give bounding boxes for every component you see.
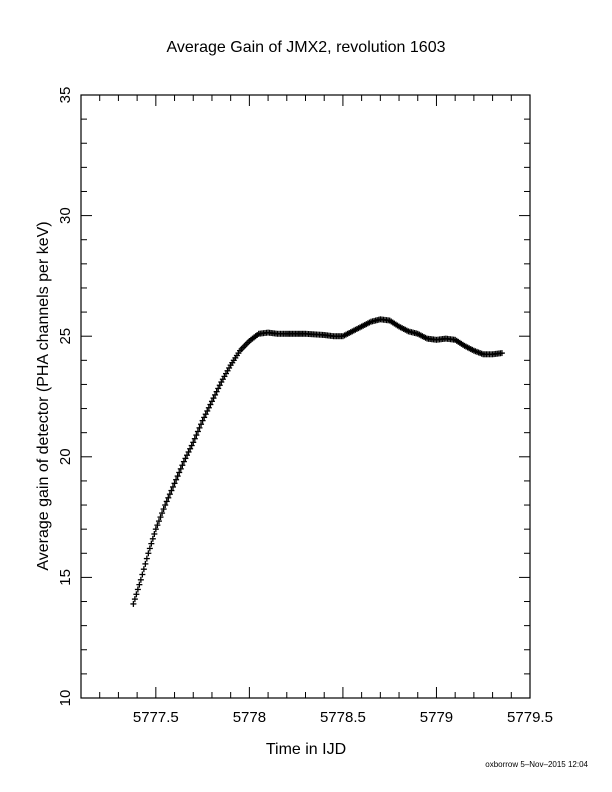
data-point [152, 526, 159, 533]
data-point [199, 417, 206, 424]
data-point [137, 576, 144, 583]
x-tick-label: 5779.5 [507, 709, 553, 726]
data-point [143, 555, 150, 562]
x-tick-label: 5778 [233, 709, 266, 726]
data-point [212, 391, 219, 398]
plot-frame [80, 94, 531, 699]
data-point [210, 395, 217, 402]
data-point [169, 483, 176, 490]
data-point [208, 398, 215, 405]
y-tick-label: 35 [57, 87, 74, 104]
data-point [207, 401, 214, 408]
data-point [163, 498, 170, 505]
data-point [202, 411, 209, 418]
data-point [168, 487, 175, 494]
data-point [185, 448, 192, 455]
data-point [190, 439, 197, 446]
y-tick-labels: 10 15 20 25 30 35 [57, 87, 74, 707]
y-tick-label: 25 [57, 328, 74, 345]
data-points [130, 316, 505, 607]
data-point [148, 540, 155, 547]
data-point [215, 385, 222, 392]
data-point [146, 545, 153, 552]
data-point [176, 469, 183, 476]
data-point [133, 591, 140, 598]
data-point [160, 506, 167, 513]
data-point [130, 600, 137, 607]
data-point [179, 462, 186, 469]
chart-title: Average Gain of JMX2, revolution 1603 [167, 39, 446, 56]
data-point [188, 442, 195, 449]
axis-ticks [81, 95, 531, 698]
data-point [155, 518, 162, 525]
data-point [191, 435, 198, 442]
data-point [165, 494, 172, 501]
data-point [145, 550, 152, 557]
data-point [131, 596, 138, 603]
data-point [162, 502, 169, 509]
data-point [139, 571, 146, 578]
data-point [151, 530, 158, 537]
data-point [204, 407, 211, 414]
data-point [205, 404, 212, 411]
data-point [213, 388, 220, 395]
x-axis-label: Time in IJD [266, 741, 346, 758]
y-tick-label: 10 [57, 690, 74, 707]
x-tick-label: 5778.5 [320, 709, 366, 726]
data-point [194, 428, 201, 435]
data-point [198, 421, 205, 428]
data-point [166, 491, 173, 498]
x-tick-label: 5779 [420, 709, 453, 726]
data-point [140, 566, 147, 573]
data-point [154, 522, 161, 529]
data-point [193, 432, 200, 439]
data-point [159, 510, 166, 517]
data-point [134, 586, 141, 593]
y-axis-label: Average gain of detector (PHA channels p… [35, 221, 52, 570]
y-tick-label: 15 [57, 569, 74, 586]
data-point [171, 480, 178, 487]
data-point [187, 445, 194, 452]
data-point [182, 455, 189, 462]
data-point [498, 350, 505, 357]
data-point [173, 476, 180, 483]
footer-stamp: oxborrow 5–Nov–2015 12:04 [485, 760, 588, 769]
data-point [196, 424, 203, 431]
data-point [174, 473, 181, 480]
data-point [180, 458, 187, 465]
data-point [216, 382, 223, 389]
data-point [201, 414, 208, 421]
y-tick-label: 30 [57, 207, 74, 224]
y-tick-label: 20 [57, 448, 74, 465]
x-tick-label: 5777.5 [133, 709, 179, 726]
data-point [184, 452, 191, 459]
x-tick-labels: 5777.5 5778 5778.5 5779 5779.5 [133, 709, 553, 726]
data-point [142, 560, 149, 567]
data-point [157, 514, 164, 521]
data-point [136, 581, 143, 588]
data-point [177, 465, 184, 472]
data-point [149, 535, 156, 542]
